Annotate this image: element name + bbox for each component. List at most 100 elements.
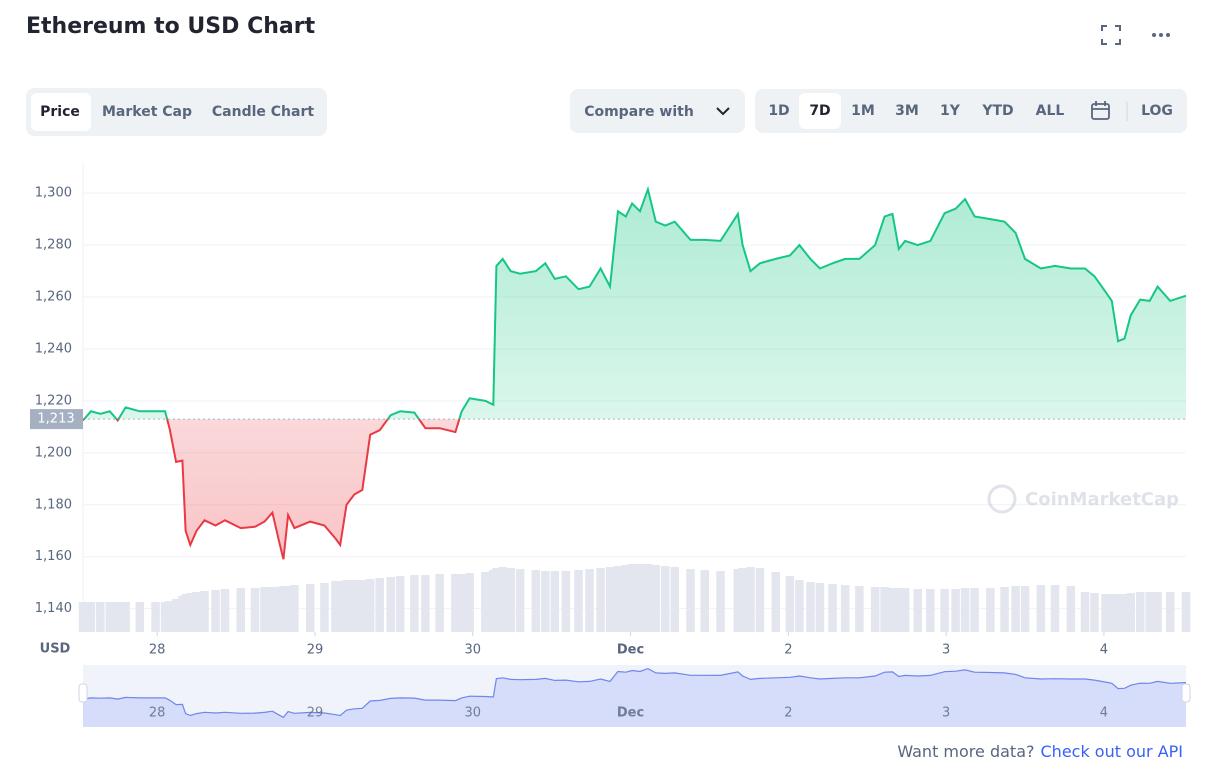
tab[interactable]: Candle Chart [212, 104, 314, 120]
volume-bar [880, 587, 889, 632]
navigator-tick-label: Dec [617, 706, 644, 721]
volume-bar [1126, 593, 1136, 632]
compare-label[interactable]: Compare with [584, 104, 694, 120]
volume-bar [492, 568, 501, 632]
volume-bar [940, 589, 949, 632]
volume-bar [121, 602, 130, 632]
reference-label-bg [30, 409, 83, 430]
volume-bar [1020, 586, 1030, 632]
volume-bar [160, 602, 170, 632]
watermark: CoinMarketCap [987, 484, 1179, 514]
y-tick-label: 1,220 [35, 393, 72, 408]
volume-bar [951, 589, 960, 632]
volume-bar [913, 589, 923, 632]
volume-bar [574, 570, 583, 632]
volume-bar [828, 584, 837, 632]
navigator-line [82, 667, 1187, 719]
x-tick-label: Dec [617, 643, 644, 658]
volume-bar [960, 588, 970, 632]
volume-bar [596, 568, 605, 632]
volume-bar [331, 581, 340, 632]
volume-bar [515, 569, 525, 632]
range-button[interactable]: 7D [809, 103, 830, 119]
more-icon[interactable] [1152, 33, 1170, 37]
volume-bar [1165, 592, 1175, 632]
volume-bar [335, 581, 345, 632]
fullscreen-icon[interactable] [1101, 25, 1121, 45]
volume-bar [651, 565, 661, 632]
footer-link[interactable]: Check out our API [1041, 742, 1184, 761]
volume-bar [181, 594, 190, 632]
volume-bar [481, 572, 490, 632]
volume-bar [1145, 592, 1154, 632]
x-tick-label: 29 [307, 643, 324, 658]
navigator-tick-label: 30 [464, 706, 481, 721]
volume-bar [716, 571, 725, 632]
volume-bar [1113, 594, 1123, 632]
volume-bar [840, 585, 850, 632]
volume-bar [541, 571, 550, 632]
volume-bar [733, 569, 743, 632]
y-tick-label: 1,200 [35, 445, 72, 460]
volume-bar [900, 588, 910, 632]
log-button[interactable]: LOG [1141, 103, 1173, 119]
area-up [84, 189, 1186, 420]
range-button[interactable]: 1M [851, 103, 875, 119]
range-button[interactable]: 1Y [940, 103, 961, 119]
volume-bar [1050, 585, 1060, 632]
volume-bar [1153, 592, 1162, 632]
volume-bar [815, 583, 825, 632]
volume-bar [186, 593, 195, 632]
volume-bar [279, 586, 288, 632]
volume-bar [250, 588, 260, 632]
y-tick-label: 1,180 [35, 497, 72, 512]
volume-bar [785, 576, 795, 632]
range-group [755, 89, 1187, 133]
volume-bar [795, 580, 804, 632]
volume-bar [290, 585, 299, 632]
volume-bar [986, 588, 995, 632]
volume-bar [894, 588, 904, 632]
volume-bar [305, 584, 315, 632]
volume-bar [342, 580, 351, 632]
tab-selected [31, 93, 91, 131]
volume-bar [686, 569, 695, 632]
volume-bar [531, 570, 541, 632]
volume-bar [585, 569, 594, 632]
footer: Want more data? Check out our API [897, 742, 1183, 761]
volume-bar [855, 586, 864, 632]
navigator-handle[interactable] [1181, 683, 1191, 703]
volume-bar [627, 564, 637, 632]
watermark-text: CoinMarketCap [1025, 489, 1179, 510]
volume-bar [113, 602, 122, 632]
range-button[interactable]: ALL [1036, 103, 1065, 119]
volume-bar [635, 564, 645, 632]
compare-button[interactable] [570, 89, 745, 133]
navigator-tick-label: 3 [942, 706, 950, 721]
tab[interactable]: Market Cap [102, 104, 192, 120]
range-button[interactable]: YTD [981, 103, 1013, 119]
volume-bar [888, 588, 897, 632]
tab[interactable]: Price [40, 104, 80, 120]
volume-bar [870, 587, 880, 632]
y-tick-label: 1,240 [35, 341, 72, 356]
volume-bar [1000, 587, 1009, 632]
volume-bar [192, 592, 201, 632]
volume-bar [96, 602, 105, 632]
navigator-handle[interactable] [78, 683, 88, 703]
volume-bar [171, 599, 181, 632]
volume-bar [506, 568, 515, 632]
x-tick-label: 4 [1100, 643, 1108, 658]
volume-bar [86, 602, 96, 632]
calendar-icon[interactable] [1091, 101, 1110, 120]
volume-bar [135, 602, 145, 632]
range-button[interactable]: 3M [895, 103, 919, 119]
volume-bar [457, 574, 466, 632]
volume-bar [395, 576, 405, 632]
navigator-tick-label: 4 [1100, 706, 1108, 721]
range-button[interactable]: 1D [768, 103, 789, 119]
volume-bar [613, 566, 623, 632]
volume-bar [451, 574, 460, 632]
